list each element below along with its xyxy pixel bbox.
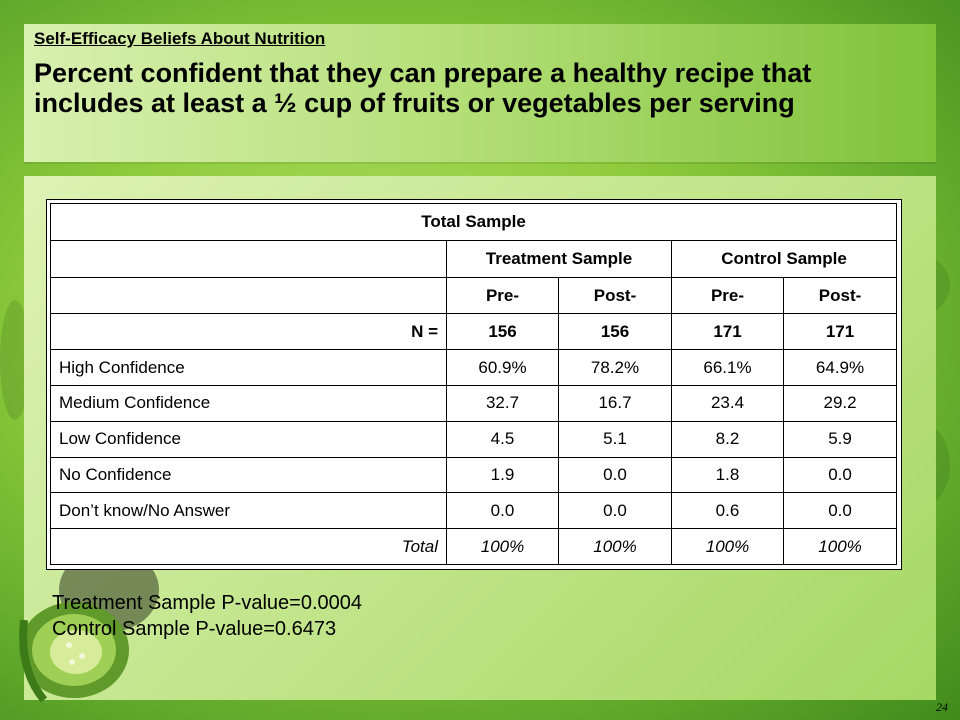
- table-cell: 5.1: [558, 420, 672, 458]
- group-header-control: Control Sample: [670, 239, 898, 278]
- phase-header: Pre-: [446, 276, 559, 315]
- table-cell: 29.2: [782, 385, 898, 422]
- table-cell: 0.0: [558, 492, 672, 530]
- table-cell: 0.0: [782, 492, 898, 530]
- group-header-treatment: Treatment Sample: [446, 239, 672, 278]
- table-cell: 32.7: [446, 385, 559, 422]
- row-label: N =: [50, 313, 447, 351]
- table-row: High Confidence 60.9% 78.2% 66.1% 64.9%: [50, 349, 898, 386]
- row-label: Low Confidence: [50, 420, 447, 458]
- table-cell: 60.9%: [446, 349, 559, 386]
- sample-size-row: N = 156 156 171 171: [50, 313, 898, 351]
- table-cell: 1.8: [671, 456, 784, 494]
- row-label: Don’t know/No Answer: [50, 492, 447, 530]
- header-band: [24, 24, 936, 162]
- table-row: Low Confidence 4.5 5.1 8.2 5.9: [50, 420, 898, 458]
- table-cell: 0.0: [782, 456, 898, 494]
- table-cell: 0.0: [558, 456, 672, 494]
- table-cell: 64.9%: [782, 349, 898, 386]
- table-cell: 0.6: [671, 492, 784, 530]
- table-cell: 23.4: [671, 385, 784, 422]
- table-cell: 16.7: [558, 385, 672, 422]
- table-cell: 171: [782, 313, 898, 351]
- phase-header: Pre-: [671, 276, 784, 315]
- row-label: High Confidence: [50, 349, 447, 386]
- table-cell: 8.2: [671, 420, 784, 458]
- phase-header-row: Pre- Post- Pre- Post-: [50, 276, 898, 315]
- phase-header: Post-: [782, 276, 898, 315]
- row-label: Medium Confidence: [50, 385, 447, 422]
- row-label: Total: [50, 528, 447, 565]
- table-title: Total Sample: [49, 203, 898, 241]
- row-label: No Confidence: [50, 456, 447, 494]
- table-title-row: Total Sample: [49, 203, 898, 241]
- slide-subtitle: Self-Efficacy Beliefs About Nutrition: [34, 29, 326, 48]
- table-cell: 156: [558, 313, 672, 351]
- table-row: Don’t know/No Answer 0.0 0.0 0.6 0.0: [50, 492, 898, 530]
- table-cell: 5.9: [782, 420, 898, 458]
- table-row: Medium Confidence 32.7 16.7 23.4 29.2: [50, 385, 898, 422]
- table-cell: 171: [671, 313, 784, 351]
- phase-header: Post-: [558, 276, 672, 315]
- table-cell: 156: [446, 313, 559, 351]
- table-cell: 0.0: [446, 492, 559, 530]
- total-row: Total 100% 100% 100% 100%: [50, 528, 898, 565]
- pvalue-block: Treatment Sample P-value=0.0004 Control …: [52, 590, 362, 642]
- table-cell: 78.2%: [558, 349, 672, 386]
- table-cell: 100%: [782, 528, 898, 565]
- results-table: Total Sample Treatment Sample Control Sa…: [49, 203, 898, 565]
- table-cell: 1.9: [446, 456, 559, 494]
- empty-header-cell: [50, 239, 447, 278]
- treatment-pvalue: Treatment Sample P-value=0.0004: [52, 592, 362, 614]
- empty-header-cell: [50, 276, 447, 315]
- table-cell: 100%: [671, 528, 784, 565]
- control-pvalue: Control Sample P-value=0.6473: [52, 618, 337, 640]
- table-row: No Confidence 1.9 0.0 1.8 0.0: [50, 456, 898, 494]
- table-cell: 66.1%: [671, 349, 784, 386]
- slide-title: Percent confident that they can prepare …: [34, 58, 812, 118]
- table-cell: 100%: [558, 528, 672, 565]
- table-cell: 4.5: [446, 420, 559, 458]
- group-header-row: Treatment Sample Control Sample: [50, 239, 898, 278]
- slide-number: 24: [936, 700, 948, 714]
- table-cell: 100%: [446, 528, 559, 565]
